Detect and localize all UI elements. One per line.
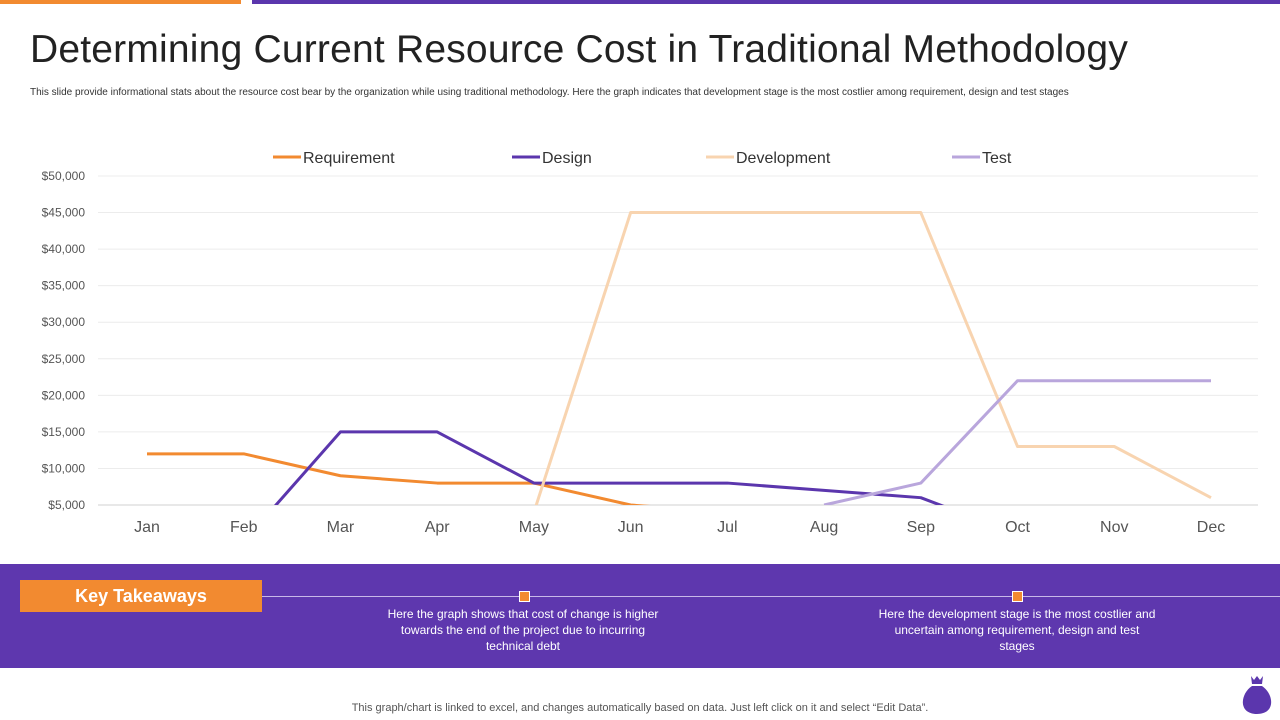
y-tick-label: $25,000 <box>42 352 86 366</box>
legend-label: Test <box>982 150 1012 167</box>
takeaways-divider <box>262 596 1280 597</box>
x-tick-label: Feb <box>230 519 258 536</box>
x-tick-label: Oct <box>1005 519 1030 536</box>
x-tick-label: Jun <box>618 519 644 536</box>
x-tick-label: Jan <box>134 519 160 536</box>
accent-bar-purple <box>252 0 1280 4</box>
takeaway-text: Here the development stage is the most c… <box>878 607 1156 653</box>
y-tick-label: $40,000 <box>42 242 86 256</box>
series-line-test <box>823 379 1211 505</box>
legend-label: Requirement <box>303 150 395 167</box>
y-tick-label: $5,000 <box>48 498 85 512</box>
y-tick-label: $10,000 <box>42 461 86 475</box>
x-tick-label: Nov <box>1100 519 1128 536</box>
money-bag-icon <box>1242 676 1272 714</box>
x-tick-label: Dec <box>1197 519 1225 536</box>
bullet-marker <box>519 591 530 602</box>
series-line-design <box>273 430 945 505</box>
line-chart[interactable]: $5,000 $10,000 $15,000 $20,000 $25,000 $30,00… <box>0 0 1280 560</box>
accent-bar-orange <box>0 0 241 4</box>
takeaway-text: Here the graph shows that cost of change… <box>387 607 659 653</box>
legend-label: Development <box>736 150 831 167</box>
series-line-requirement <box>147 452 651 505</box>
key-takeaways-label: Key Takeaways <box>20 580 262 612</box>
x-tick-label: Mar <box>327 519 355 536</box>
x-tick-label: Apr <box>425 519 451 536</box>
x-tick-label: Jul <box>717 519 737 536</box>
x-tick-label: Aug <box>810 519 838 536</box>
subtitle: This slide provide informational stats a… <box>30 87 1069 98</box>
y-tick-label: $35,000 <box>42 279 86 293</box>
x-tick-label: May <box>519 519 549 536</box>
y-tick-label: $20,000 <box>42 388 86 402</box>
footer-note: This graph/chart is linked to excel, and… <box>351 702 929 714</box>
x-tick-label: Sep <box>907 519 936 536</box>
y-tick-label: $45,000 <box>42 206 86 220</box>
y-tick-label: $50,000 <box>42 169 86 183</box>
y-tick-label: $15,000 <box>42 425 86 439</box>
y-tick-label: $30,000 <box>42 315 86 329</box>
legend-label: Design <box>542 150 592 167</box>
bullet-marker <box>1012 591 1023 602</box>
series-line-development <box>534 211 1212 505</box>
page-title: Determining Current Resource Cost in Tra… <box>30 28 1129 71</box>
